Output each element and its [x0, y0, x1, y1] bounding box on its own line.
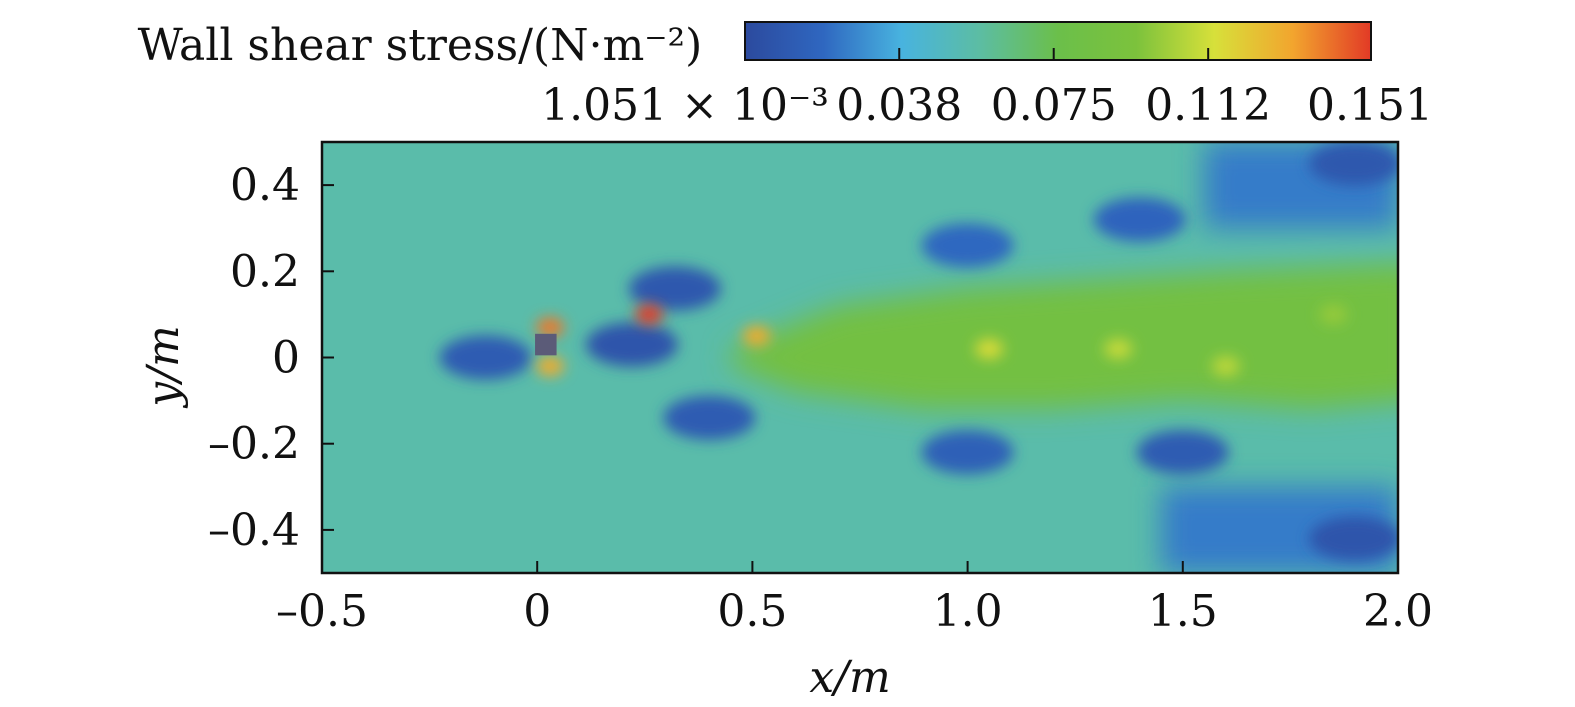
- x-tick-label: 2.0: [1363, 586, 1433, 637]
- colorbar-title: Wall shear stress/(N·m⁻²): [138, 20, 703, 71]
- shear-stress-field: [322, 142, 1398, 573]
- x-tick-label: –0.5: [276, 586, 368, 637]
- y-tick-label: 0.2: [230, 246, 300, 297]
- colorbar-tick-label: 0.112: [1145, 80, 1271, 131]
- low-stress-zone: [1308, 516, 1398, 561]
- low-stress-zones: [439, 142, 1398, 561]
- low-stress-zone: [585, 322, 678, 367]
- x-tick-label: 0.5: [717, 586, 787, 637]
- high-stress-spot: [536, 356, 565, 377]
- low-stress-zone: [921, 430, 1014, 475]
- obstacle-square: [535, 333, 557, 356]
- high-stress-spot: [635, 304, 664, 325]
- x-tick-label: 1.5: [1148, 586, 1218, 637]
- y-tick-label: –0.2: [208, 419, 300, 470]
- low-stress-zone: [439, 335, 532, 380]
- high-stress-spot: [742, 325, 771, 346]
- y-tick-label: –0.4: [208, 505, 300, 556]
- low-stress-zone: [663, 395, 756, 440]
- low-stress-zone: [1308, 142, 1398, 186]
- y-tick-label: 0: [272, 333, 300, 384]
- colorbar: [744, 21, 1372, 61]
- low-stress-zone: [1136, 430, 1229, 475]
- x-tick-label: 0: [523, 586, 551, 637]
- x-axis: –0.5 0 0.5 1.0 1.5 2.0: [276, 561, 1433, 637]
- high-stress-spots: [536, 304, 1348, 377]
- high-stress-spot: [975, 338, 1004, 359]
- high-stress-spot: [1319, 304, 1348, 325]
- colorbar-tick-label: 0.151: [1307, 80, 1433, 131]
- x-tick-label: 1.0: [933, 586, 1003, 637]
- high-stress-spot: [1104, 338, 1133, 359]
- colorbar-ticks: 1.051 × 10⁻³ 0.038 0.075 0.112 0.151: [541, 48, 1433, 131]
- colorbar-tick-label: 0.038: [836, 80, 962, 131]
- colorbar-tick-label: 1.051 × 10⁻³: [541, 80, 829, 131]
- low-stress-zone: [1093, 197, 1186, 242]
- low-stress-zone: [628, 266, 721, 311]
- y-axis-label: y/m: [138, 325, 189, 408]
- y-tick-label: 0.4: [230, 160, 300, 211]
- y-axis: 0.4 0.2 0 –0.2 –0.4: [208, 160, 334, 556]
- high-stress-spot: [1211, 356, 1240, 377]
- low-stress-zone: [921, 223, 1014, 268]
- x-axis-label: x/m: [809, 652, 890, 703]
- high-stress-spot: [536, 317, 565, 338]
- colorbar-tick-label: 0.075: [991, 80, 1117, 131]
